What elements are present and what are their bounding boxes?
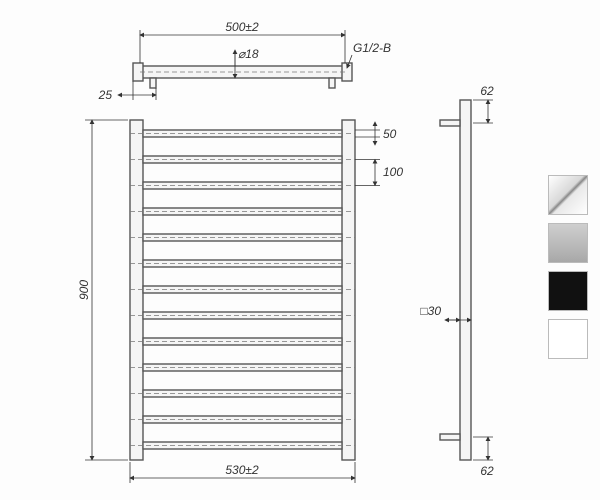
dim-overall-width: 530±2 [130, 462, 355, 483]
dim-side-bot-label: 62 [480, 464, 494, 478]
dim-rung-pitch: 100 [355, 160, 403, 186]
dim-thread-label: G1/2-B [353, 41, 391, 55]
dim-rung-height-label: 50 [383, 127, 397, 141]
technical-drawing: 500±2 ⌀18 G1/2-B 25 [0, 0, 600, 500]
dim-rung-pitch-label: 100 [383, 165, 403, 179]
dim-rung-height: 50 [355, 122, 397, 145]
dim-overall-width-label: 530±2 [225, 463, 259, 477]
swatch-black[interactable] [548, 271, 588, 311]
color-swatches [548, 175, 588, 359]
swatch-brushed[interactable] [548, 223, 588, 263]
dim-top-span-label: 500±2 [225, 20, 259, 34]
dim-profile-label: □30 [420, 304, 441, 318]
dim-end-offset: 25 [98, 81, 156, 102]
dim-side-bot: 62 [473, 437, 494, 478]
side-view [440, 100, 471, 460]
dim-side-top-label: 62 [480, 84, 494, 98]
swatch-white[interactable] [548, 319, 588, 359]
swatch-chrome[interactable] [548, 175, 588, 215]
rungs [130, 130, 355, 449]
dim-end-offset-label: 25 [98, 88, 113, 102]
front-view [130, 120, 355, 460]
top-view [133, 63, 352, 88]
dim-pipe-dia-label: ⌀18 [238, 47, 259, 61]
dim-thread: G1/2-B [347, 41, 391, 68]
dim-overall-height: 900 [77, 120, 128, 460]
dim-overall-height-label: 900 [77, 280, 91, 300]
dim-side-top: 62 [473, 84, 494, 123]
